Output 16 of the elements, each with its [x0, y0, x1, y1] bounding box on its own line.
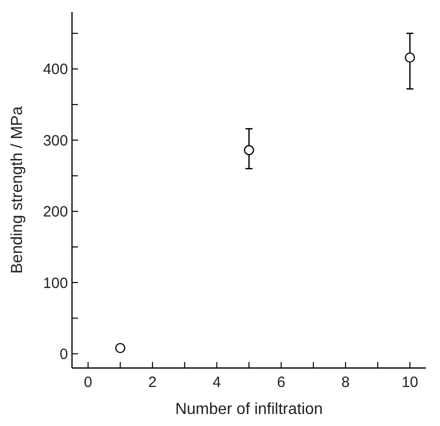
y-tick-label: 100: [42, 274, 68, 292]
x-axis-title: Number of infiltration: [175, 401, 323, 418]
point: [115, 342, 126, 354]
y-tick-label: 0: [60, 346, 68, 364]
y-tick-label: 200: [42, 204, 68, 221]
y-tick-label: 300: [42, 132, 68, 150]
y-tick-label: 400: [42, 61, 68, 78]
x-tick-label: 4: [212, 374, 221, 391]
x-tick-label: 10: [402, 374, 418, 391]
x-tick-label: 2: [148, 374, 157, 391]
y-axis-title: Bending strength / MPa: [9, 106, 26, 274]
point: [404, 52, 416, 63]
x-tick-label: 8: [341, 374, 350, 391]
point: [244, 145, 254, 156]
x-tick-label: 6: [277, 374, 286, 391]
x-tick-label: 0: [84, 374, 92, 391]
